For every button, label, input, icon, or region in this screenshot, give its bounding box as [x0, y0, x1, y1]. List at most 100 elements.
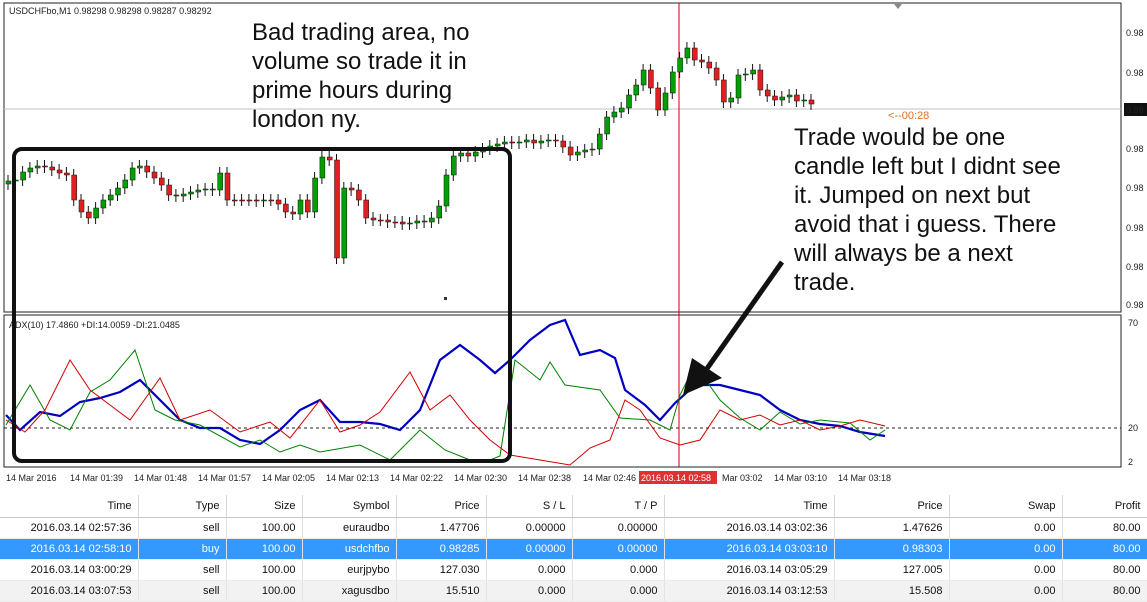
annotation-bad-trading-area: Bad trading area, no volume so trade it …: [252, 19, 470, 133]
candle-body: [779, 96, 786, 101]
price-tick-label: 0.98: [1126, 300, 1144, 310]
table-cell: 0.00: [949, 517, 1063, 539]
price-tick-label: 0.98: [1126, 223, 1144, 233]
candle-body: [655, 87, 661, 111]
candle-body: [34, 165, 41, 169]
column-header-9[interactable]: Swap: [949, 495, 1063, 518]
price-tick-label: 0.98: [1126, 28, 1144, 38]
table-cell: 2016.03.14 03:00:29: [0, 559, 139, 581]
candle-body: [794, 94, 800, 102]
candle-body: [633, 84, 640, 96]
table-cell: 2016.03.14 03:12:53: [664, 580, 835, 602]
table-cell: 0.00000: [486, 517, 573, 539]
candle-body: [691, 47, 698, 61]
current-price-box: [1124, 103, 1147, 116]
table-cell: 0.98303: [834, 538, 950, 560]
price-chart-area[interactable]: USDCHFbo,M1 0.98298 0.98298 0.98287 0.98…: [0, 0, 1147, 495]
time-axis-label: 14 Mar 03:10: [774, 473, 827, 483]
candle-body: [122, 179, 129, 189]
candle-body: [239, 199, 245, 202]
price-pane-frame: [3, 2, 1122, 313]
candle-body: [378, 219, 384, 222]
column-header-1[interactable]: Type: [138, 495, 227, 518]
table-row[interactable]: 2016.03.14 03:00:29 sell 100.00 eurjpybo 127…: [0, 559, 1147, 581]
column-header-0[interactable]: Time: [0, 495, 139, 518]
candle-body: [626, 94, 632, 109]
candle-body: [356, 189, 362, 201]
candle-body: [421, 220, 428, 223]
table-cell: 100.00: [226, 538, 303, 560]
candle-body: [604, 116, 610, 135]
candle-body: [137, 165, 143, 169]
annotation-trade-note: Trade would be one candle left but I did…: [794, 124, 1061, 296]
adx-pane-frame: [3, 314, 1122, 468]
adx-info-label: ADX(10) 17.4860 +DI:14.0059 -DI:21.0485: [9, 320, 180, 330]
column-header-8[interactable]: Price: [834, 495, 950, 518]
table-row[interactable]: 2016.03.14 03:07:53 sell 100.00 xagusdbo 15.…: [0, 580, 1147, 602]
candle-body: [283, 203, 289, 213]
column-header-4[interactable]: Price: [396, 495, 487, 518]
column-header-6[interactable]: T / P: [572, 495, 665, 518]
column-header-5[interactable]: S / L: [486, 495, 573, 518]
time-axis-label: 14 Mar 02:05: [262, 473, 315, 483]
candle-body: [56, 169, 63, 174]
table-cell: 80.00: [1062, 538, 1147, 560]
table-cell: 0.00: [949, 580, 1063, 602]
table-cell: 0.00000: [572, 538, 665, 560]
candle-body: [27, 167, 34, 173]
annotation-arrow-shaft: [703, 260, 785, 372]
candle-body: [334, 159, 340, 259]
candle-body: [618, 107, 625, 113]
table-cell: eurjpybo: [302, 559, 397, 581]
candle-body: [662, 92, 669, 111]
time-axis-label: 14 Mar 02:46: [583, 473, 636, 483]
column-header-10[interactable]: Profit: [1062, 495, 1147, 518]
candle-body: [144, 165, 150, 173]
table-cell: 2016.03.14 02:58:10: [0, 538, 139, 560]
table-cell: 0.98285: [396, 538, 487, 560]
candle-body: [706, 61, 713, 69]
table-cell: 0.00000: [486, 538, 573, 560]
table-cell: 15.508: [834, 580, 950, 602]
table-row[interactable]: 2016.03.14 02:58:10 buy 100.00 usdchfbo 0.98…: [0, 538, 1147, 560]
table-cell: 0.00000: [572, 517, 665, 539]
symbol-info-label: USDCHFbo,M1 0.98298 0.98298 0.98287 0.98…: [9, 6, 212, 16]
column-header-3[interactable]: Symbol: [302, 495, 397, 518]
adx-level-label: 70: [1128, 318, 1138, 328]
candle-body: [494, 143, 501, 147]
candle-body: [399, 221, 406, 225]
candle-body: [597, 133, 603, 150]
candle-body: [305, 199, 311, 213]
candle-body: [684, 47, 691, 59]
candle-body: [567, 146, 574, 156]
current-price-label: 0.98: [1126, 105, 1144, 115]
stray-dot: [444, 297, 447, 300]
candle-body: [232, 199, 238, 202]
table-cell: 80.00: [1062, 517, 1147, 539]
candle-body: [670, 71, 676, 94]
time-axis-label: 14 Mar 02:38: [518, 473, 571, 483]
table-cell: 0.000: [572, 559, 665, 581]
candle-body: [210, 188, 216, 191]
candle-body: [64, 172, 70, 176]
candle-body: [173, 194, 180, 197]
candle-body: [180, 193, 187, 197]
candle-body: [385, 219, 391, 223]
candle-body: [319, 156, 326, 179]
candle-body: [677, 57, 683, 73]
candle-body: [443, 174, 450, 207]
time-axis-label: 14 Mar 03:18: [838, 473, 891, 483]
candle-body: [429, 217, 435, 223]
candle-body: [166, 184, 172, 196]
chart-canvas[interactable]: USDCHFbo,M1 0.98298 0.98298 0.98287 0.98…: [0, 0, 1147, 495]
candle-body: [699, 59, 705, 63]
column-header-7[interactable]: Time: [664, 495, 835, 518]
adx-level-label: 20: [1128, 423, 1138, 433]
price-tick-label: 0.98: [1126, 183, 1144, 193]
time-axis-label: 14 Mar 02:30: [454, 473, 507, 483]
table-cell: sell: [138, 580, 227, 602]
column-header-2[interactable]: Size: [226, 495, 303, 518]
candle-body: [78, 199, 85, 213]
candle-body: [261, 199, 267, 202]
table-row[interactable]: 2016.03.14 02:57:36 sell 100.00 euraudbo 1.4…: [0, 517, 1147, 539]
